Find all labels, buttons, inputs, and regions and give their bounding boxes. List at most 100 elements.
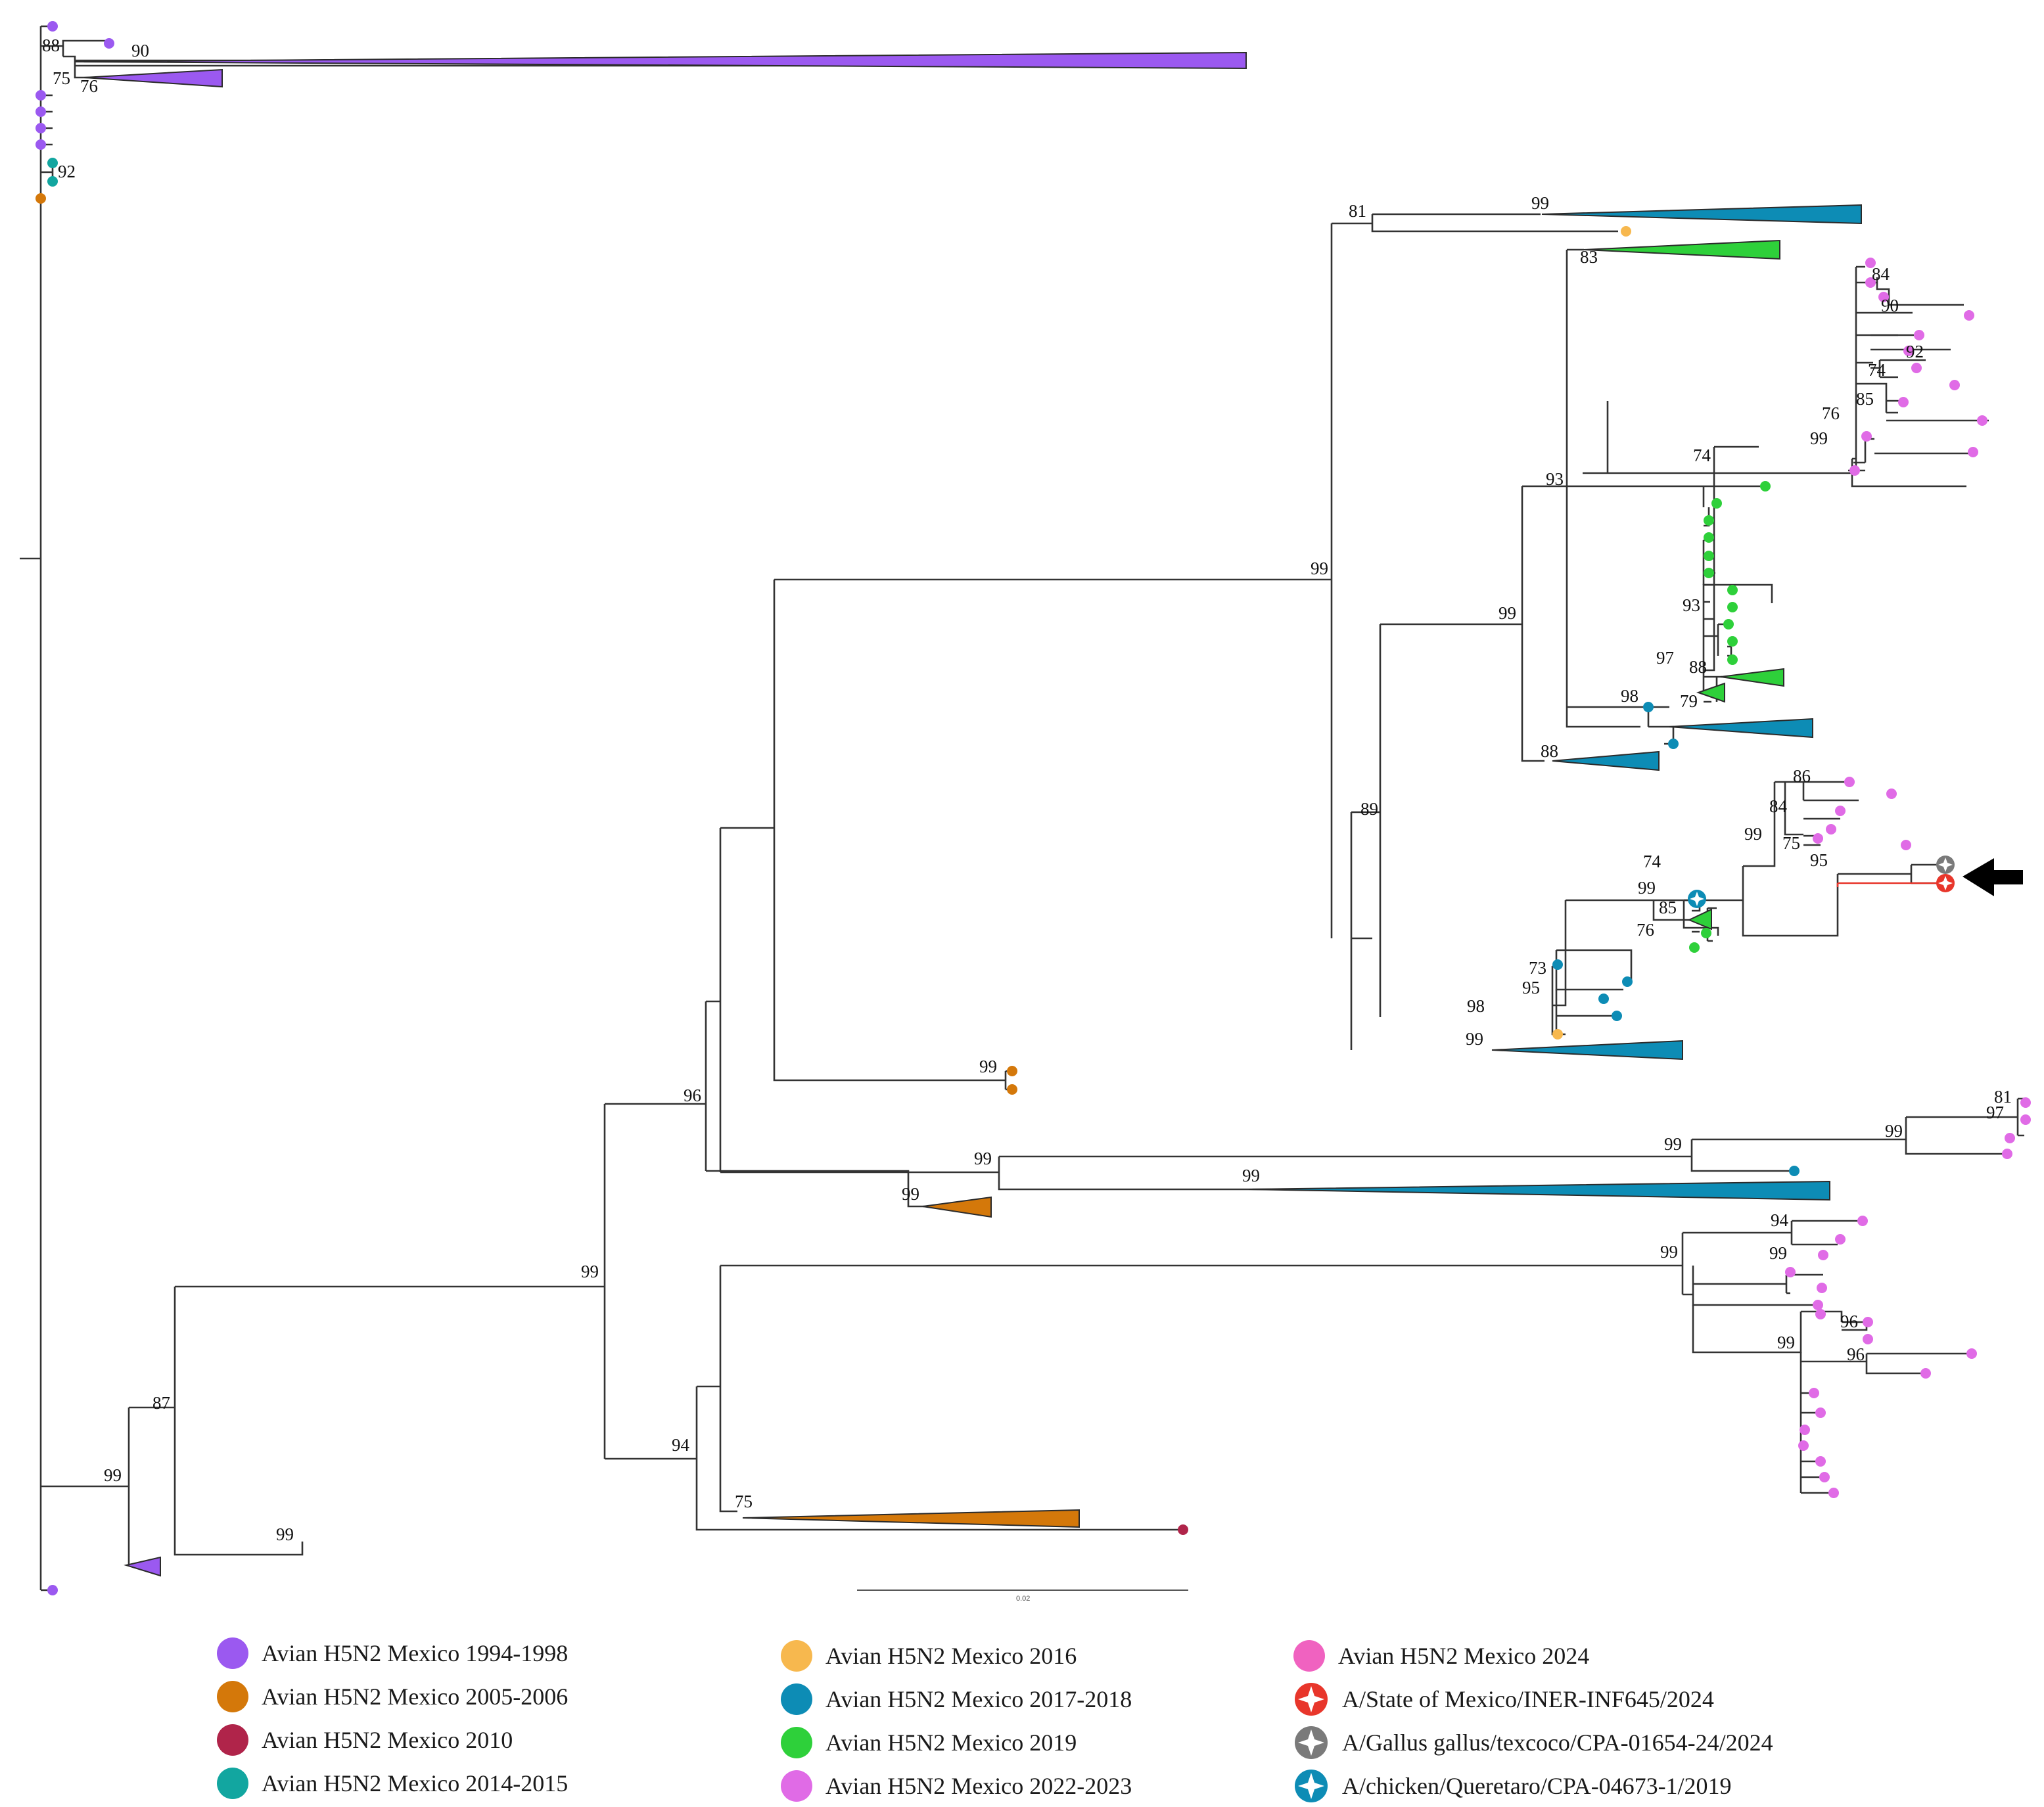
tip-pink[interactable] [1826, 824, 1836, 835]
tip-pink[interactable] [1828, 1488, 1839, 1498]
tip-blue[interactable] [1552, 959, 1563, 970]
bootstrap-label: 74 [1643, 852, 1661, 871]
tip-pink[interactable] [1815, 1407, 1826, 1418]
tip-pink[interactable] [1813, 1300, 1823, 1310]
tip-gold[interactable] [1621, 226, 1631, 237]
collapsed-clade-blue[interactable] [1541, 204, 1862, 225]
tip-green[interactable] [1704, 568, 1714, 578]
bootstrap-label: 99 [1885, 1121, 1903, 1141]
star-icon-blue[interactable] [1688, 890, 1706, 908]
tip-pink[interactable] [1861, 431, 1872, 442]
legend-item: A/chicken/Queretaro/CPA-04673-1/2019 [1293, 1766, 1732, 1806]
tip-pink[interactable] [1798, 1440, 1809, 1451]
tip-pink[interactable] [1903, 346, 1914, 356]
collapsed-clade-blue[interactable] [1248, 1180, 1830, 1201]
tip-pink[interactable] [1949, 380, 1960, 390]
tip-purple[interactable] [104, 38, 114, 49]
tip-green[interactable] [1760, 481, 1771, 492]
tip-pink[interactable] [1857, 1216, 1868, 1226]
tip-pink[interactable] [1863, 1317, 1873, 1327]
tip-purple[interactable] [35, 139, 46, 150]
collapsed-clade-blue[interactable] [1491, 1040, 1683, 1061]
tip-green[interactable] [1727, 654, 1738, 665]
tip-green[interactable] [1723, 619, 1734, 629]
tip-purple[interactable] [47, 1585, 58, 1595]
collapsed-clade-green[interactable] [1687, 908, 1712, 930]
tip-blue[interactable] [1612, 1011, 1622, 1021]
tip-crimson[interactable] [1178, 1524, 1188, 1535]
tip-teal[interactable] [47, 158, 58, 168]
tip-green[interactable] [1727, 585, 1738, 595]
tip-green[interactable] [1689, 942, 1700, 953]
tip-pink[interactable] [1865, 258, 1876, 268]
tip-pink[interactable] [1865, 277, 1876, 288]
tip-pink[interactable] [1977, 415, 1987, 426]
tip-pink[interactable] [2002, 1149, 2012, 1159]
tip-gold[interactable] [1552, 1029, 1563, 1040]
tip-purple[interactable] [35, 90, 46, 101]
tip-pink[interactable] [1835, 1234, 1846, 1245]
tip-pink[interactable] [1817, 1283, 1827, 1293]
tip-green[interactable] [1701, 928, 1711, 938]
legend-label: Avian H5N2 Mexico 2016 [825, 1643, 1077, 1669]
collapsed-clade-green[interactable] [1696, 682, 1725, 703]
tip-pink[interactable] [2020, 1097, 2031, 1108]
legend-dot-icon [217, 1768, 248, 1799]
collapsed-clade-orange[interactable] [742, 1509, 1080, 1528]
star-icon-grey[interactable] [1936, 856, 1955, 874]
tip-pink[interactable] [1964, 310, 1974, 321]
tip-blue[interactable] [1668, 739, 1679, 749]
tip-pink[interactable] [1815, 1456, 1826, 1467]
tip-green[interactable] [1711, 498, 1722, 509]
tip-green[interactable] [1704, 551, 1714, 561]
tip-green[interactable] [1704, 515, 1714, 526]
tip-pink[interactable] [1785, 1267, 1796, 1277]
tip-blue[interactable] [1622, 976, 1633, 987]
tip-pink[interactable] [1898, 397, 1909, 407]
tip-pink[interactable] [1835, 806, 1846, 816]
tip-pink[interactable] [1920, 1368, 1931, 1379]
tip-blue[interactable] [1789, 1166, 1800, 1176]
legend-dot-icon [781, 1727, 812, 1758]
tip-pink[interactable] [1815, 1309, 1826, 1319]
tip-pink[interactable] [1966, 1348, 1977, 1359]
collapsed-clade-green[interactable] [1720, 668, 1784, 687]
tip-pink[interactable] [1844, 777, 1855, 787]
tip-orange[interactable] [1007, 1084, 1017, 1095]
tip-blue[interactable] [1598, 994, 1609, 1004]
tip-pink[interactable] [1849, 465, 1860, 476]
star-icon-red[interactable] [1936, 874, 1955, 892]
tip-teal[interactable] [47, 176, 58, 187]
tip-pink[interactable] [1800, 1425, 1810, 1435]
collapsed-clade-green[interactable] [1583, 239, 1780, 260]
tip-blue[interactable] [1643, 702, 1654, 712]
collapsed-clade-blue[interactable] [1552, 750, 1660, 771]
collapsed-clade-purple[interactable] [83, 68, 223, 88]
tip-green[interactable] [1704, 532, 1714, 543]
tip-pink[interactable] [1886, 789, 1897, 799]
tip-pink[interactable] [1813, 833, 1823, 844]
tip-pink[interactable] [1878, 292, 1889, 302]
tip-pink[interactable] [1968, 447, 1978, 457]
bootstrap-label: 75 [1782, 833, 1800, 853]
tip-pink[interactable] [1863, 1334, 1873, 1344]
tip-pink[interactable] [2020, 1114, 2031, 1125]
tip-purple[interactable] [35, 106, 46, 117]
collapsed-clade-orange[interactable] [922, 1196, 992, 1218]
tip-pink[interactable] [1809, 1388, 1819, 1398]
tip-pink[interactable] [1901, 840, 1911, 850]
collapsed-clade-purple[interactable] [124, 1556, 161, 1577]
collapsed-clade-blue[interactable] [1669, 718, 1813, 739]
tip-green[interactable] [1727, 636, 1738, 647]
tip-orange[interactable] [35, 193, 46, 204]
tip-pink[interactable] [1819, 1472, 1830, 1482]
tip-purple[interactable] [47, 21, 58, 32]
tip-pink[interactable] [1914, 330, 1924, 340]
collapsed-clade-purple[interactable] [74, 51, 1247, 70]
tip-purple[interactable] [35, 123, 46, 133]
tip-pink[interactable] [1818, 1250, 1828, 1260]
tip-pink[interactable] [2005, 1133, 2015, 1143]
tip-pink[interactable] [1911, 363, 1922, 373]
tip-green[interactable] [1727, 602, 1738, 612]
tip-orange[interactable] [1007, 1066, 1017, 1076]
